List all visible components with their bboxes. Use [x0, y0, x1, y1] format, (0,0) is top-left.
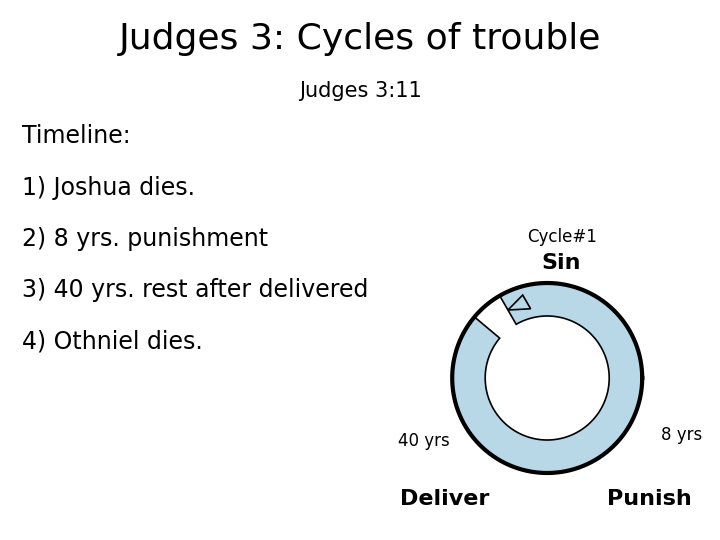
Text: 40 yrs: 40 yrs — [397, 431, 449, 450]
Text: 2) 8 yrs. punishment: 2) 8 yrs. punishment — [22, 227, 268, 251]
Polygon shape — [508, 295, 531, 310]
Text: Judges 3: Cycles of trouble: Judges 3: Cycles of trouble — [119, 22, 601, 56]
Text: Sin: Sin — [542, 253, 581, 273]
Polygon shape — [452, 283, 642, 473]
Text: 8 yrs: 8 yrs — [661, 426, 703, 444]
Text: 4) Othniel dies.: 4) Othniel dies. — [22, 329, 202, 353]
Text: Deliver: Deliver — [400, 489, 490, 509]
Text: Judges 3:11: Judges 3:11 — [299, 81, 421, 101]
Text: 1) Joshua dies.: 1) Joshua dies. — [22, 176, 194, 199]
Text: Punish: Punish — [607, 489, 692, 509]
Text: Timeline:: Timeline: — [22, 124, 130, 148]
Text: 3) 40 yrs. rest after delivered: 3) 40 yrs. rest after delivered — [22, 278, 368, 302]
Text: Cycle#1: Cycle#1 — [526, 228, 597, 246]
